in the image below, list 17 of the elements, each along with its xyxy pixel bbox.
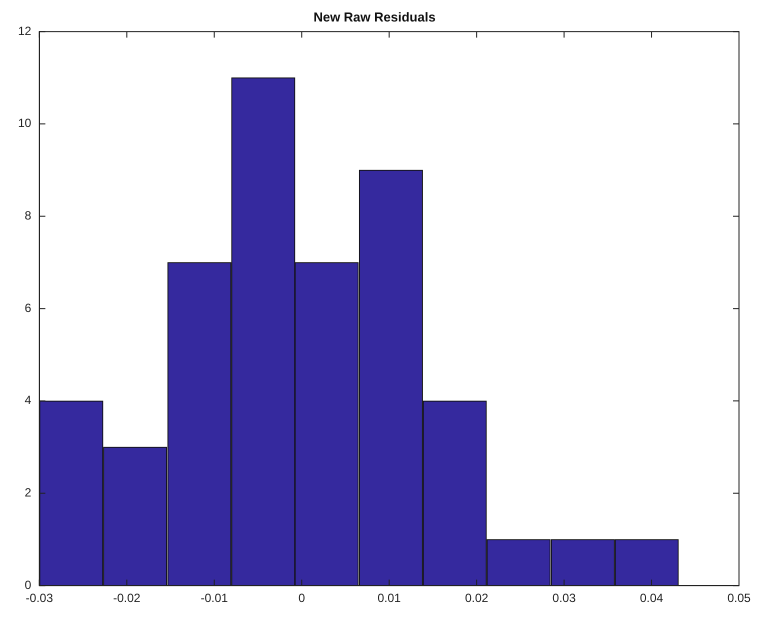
y-tick-label: 0 — [24, 578, 32, 592]
x-tick-label: 0 — [298, 591, 306, 606]
y-tick-label: 10 — [18, 116, 32, 130]
x-tick-label: -0.01 — [200, 591, 228, 606]
x-tick-label: 0.04 — [640, 591, 664, 606]
y-tick-label: 12 — [18, 24, 32, 38]
y-tick-label: 2 — [24, 486, 32, 500]
x-tick-label: -0.03 — [26, 591, 54, 606]
x-tick-label: -0.02 — [113, 591, 141, 606]
y-tick-label: 6 — [24, 300, 32, 315]
chart-title: New Raw Residuals — [313, 9, 436, 24]
y-tick-label: 8 — [24, 208, 32, 223]
x-tick-label: 0.02 — [464, 591, 489, 606]
x-tick-label: 0.03 — [552, 591, 576, 606]
y-tick-label: 4 — [24, 393, 32, 408]
x-tick-label: 0.05 — [727, 591, 751, 606]
x-tick-label: 0.01 — [377, 591, 402, 606]
